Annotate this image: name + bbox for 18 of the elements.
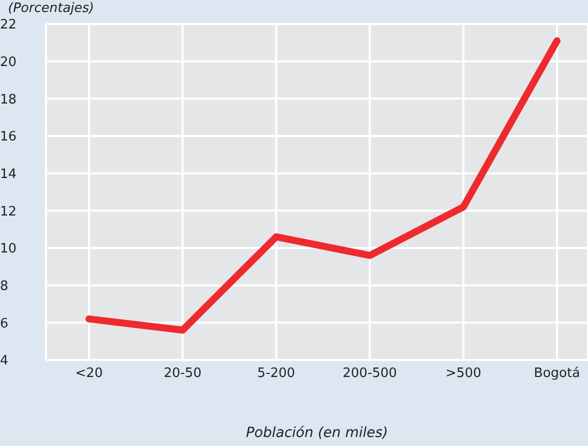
y-tick-label: 18: [0, 92, 17, 108]
x-tick-label: <20: [75, 366, 103, 382]
y-tick-label: 8: [0, 278, 8, 294]
y-tick-label: 6: [0, 316, 8, 332]
y-tick-label: 4: [0, 354, 8, 369]
x-tick-label: 20-50: [164, 366, 202, 382]
x-tick-label: Bogotá: [534, 366, 580, 382]
y-tick-label: 10: [0, 242, 17, 257]
y-tick-label: 14: [0, 166, 17, 182]
x-tick-label: >500: [446, 366, 482, 382]
x-axis-title: Población (en miles): [244, 425, 390, 441]
y-tick-label: 22: [0, 18, 17, 33]
x-tick-label: 200-500: [342, 366, 397, 382]
y-tick-label: 12: [0, 204, 17, 220]
y-tick-label: 16: [0, 130, 17, 145]
y-axis-title: (Porcentajes): [8, 1, 94, 16]
y-tick-label: 20: [0, 54, 17, 70]
x-tick-label: 5-200: [257, 366, 296, 382]
